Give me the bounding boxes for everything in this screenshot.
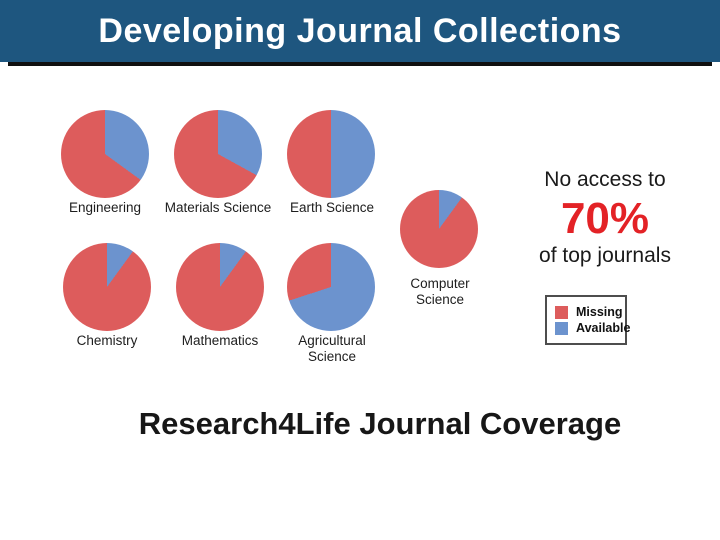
pie-label-computer-science: Computer Science — [410, 276, 470, 308]
chart-legend: Missing Available — [545, 295, 630, 345]
pie-chart-chemistry — [63, 243, 151, 331]
pie-label-agricultural-science: Agricultural Science — [298, 333, 366, 365]
callout-line1: No access to — [544, 168, 666, 191]
legend-label-missing: Missing — [576, 305, 623, 319]
legend-item-available: Available — [555, 321, 630, 335]
pie-chart-agricultural-science — [287, 243, 375, 331]
page-title: Developing Journal Collections — [98, 11, 622, 50]
title-underline — [8, 62, 712, 66]
missing-color-swatch — [555, 305, 568, 319]
pie-chart-computer-science — [400, 190, 478, 268]
callout-percentage: 70% — [560, 194, 650, 243]
chart-title: Research4Life Journal Coverage — [138, 406, 622, 441]
pie-label-mathematics: Mathematics — [181, 333, 259, 348]
pie-label-materials-science: Materials Science — [164, 200, 272, 215]
title-bar: Developing Journal Collections — [0, 0, 720, 62]
footer: C R D F GLOBAL VIRTUAL SCIENCE LIBRARY B… — [0, 482, 720, 540]
legend-label-available: Available — [576, 321, 631, 335]
legend-item-missing: Missing — [555, 305, 623, 319]
available-color-swatch — [555, 321, 568, 335]
pie-label-chemistry: Chemistry — [76, 333, 138, 348]
pie-chart-mathematics — [176, 243, 264, 331]
callout-line2: of top journals — [539, 244, 671, 268]
pie-label-engineering: Engineering — [68, 200, 142, 215]
pie-chart-engineering — [61, 110, 149, 198]
pie-label-earth-science: Earth Science — [289, 200, 375, 215]
no-access-callout: No access to 70% of top journals — [505, 168, 705, 268]
pie-chart-materials-science — [174, 110, 262, 198]
pie-chart-earth-science — [287, 110, 375, 198]
